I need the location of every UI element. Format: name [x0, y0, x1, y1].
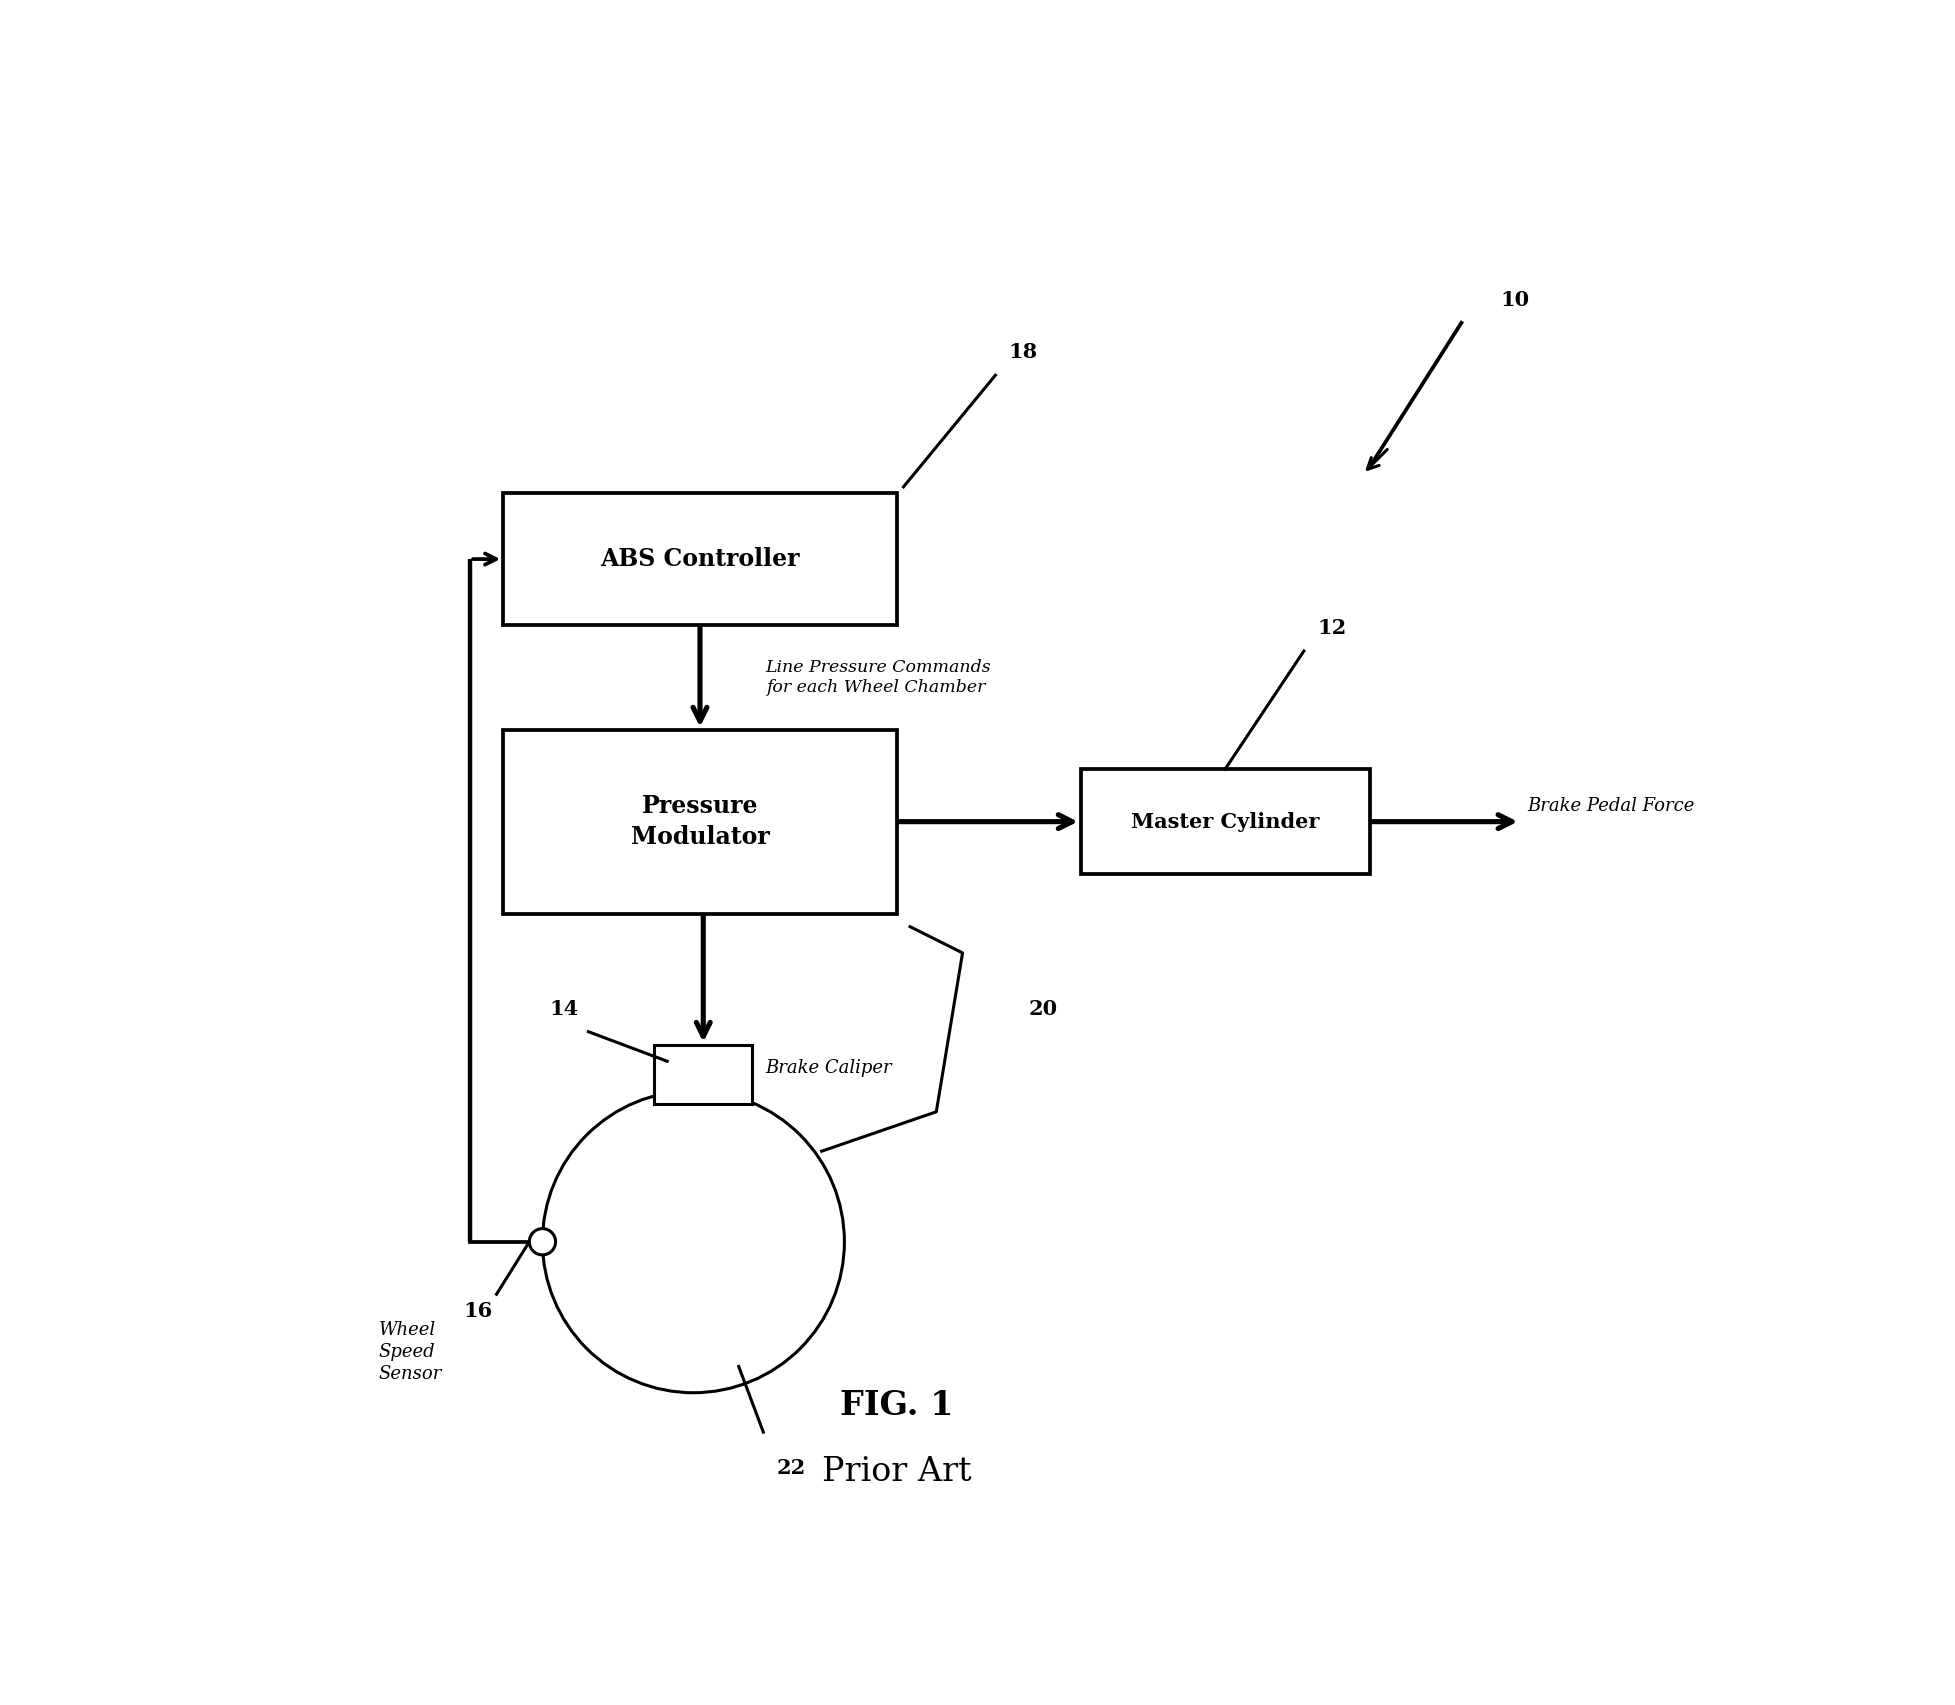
Text: FIG. 1: FIG. 1 [841, 1390, 954, 1422]
Bar [1081, 769, 1370, 875]
Text: Line Pressure Commands
for each Wheel Chamber: Line Pressure Commands for each Wheel Ch… [766, 658, 991, 696]
Text: Master Cylinder: Master Cylinder [1130, 812, 1320, 832]
Text: Prior Art: Prior Art [823, 1456, 972, 1487]
Text: Wheel
Speed
Sensor: Wheel Speed Sensor [379, 1320, 442, 1383]
Text: 16: 16 [463, 1301, 493, 1321]
Bar [502, 493, 897, 624]
Bar [502, 730, 897, 914]
Text: Brake Caliper: Brake Caliper [766, 1059, 891, 1078]
Text: 12: 12 [1318, 617, 1347, 638]
Text: 14: 14 [549, 999, 579, 1018]
Text: 22: 22 [776, 1458, 805, 1478]
Text: ABS Controller: ABS Controller [600, 547, 800, 571]
Text: Pressure
Modulator: Pressure Modulator [631, 795, 770, 849]
Text: 18: 18 [1009, 343, 1038, 361]
Text: Brake Pedal Force: Brake Pedal Force [1527, 796, 1695, 815]
Bar [655, 1045, 753, 1103]
Text: 10: 10 [1501, 290, 1531, 310]
Text: 20: 20 [1028, 999, 1058, 1020]
Circle shape [530, 1229, 555, 1255]
